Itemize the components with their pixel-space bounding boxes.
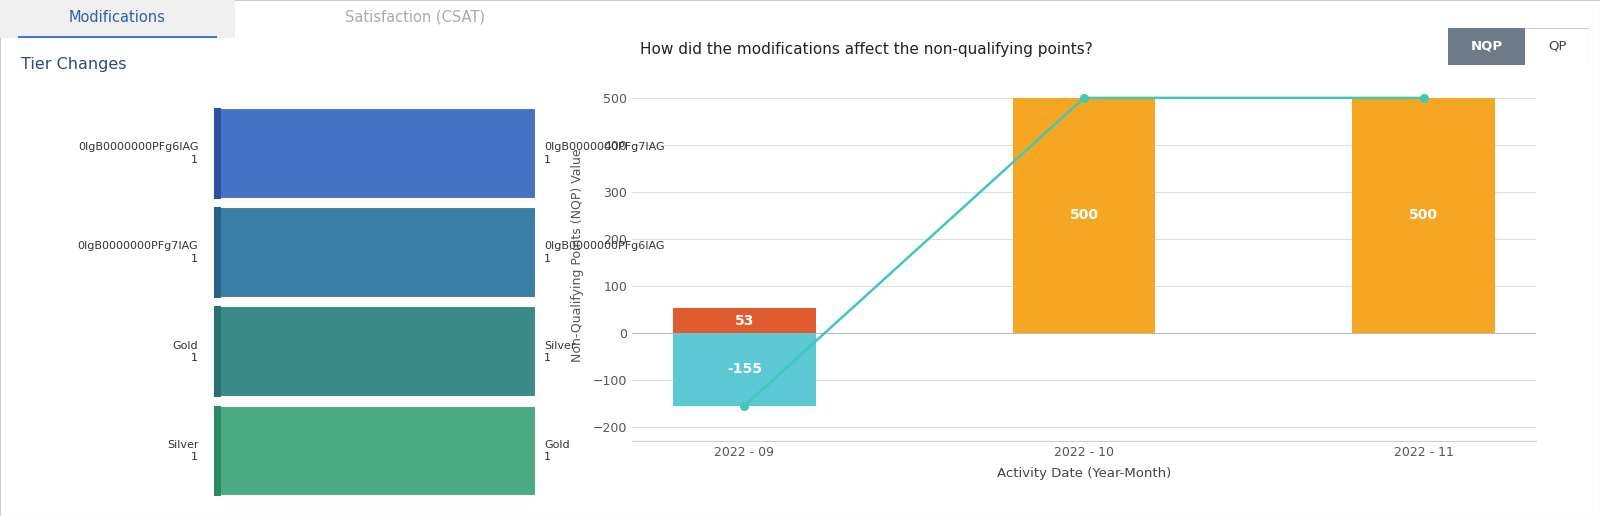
Text: Tier Changes: Tier Changes [21, 57, 126, 72]
Text: 0IgB0000000PFg7IAG
1: 0IgB0000000PFg7IAG 1 [544, 142, 664, 165]
Bar [674, 333, 816, 406]
Text: Modifications: Modifications [69, 9, 166, 24]
Bar [214, 406, 536, 496]
Bar [1448, 28, 1525, 64]
Text: 500: 500 [1410, 208, 1438, 222]
Overall Trend [734, 403, 754, 409]
Text: Gold
1: Gold 1 [544, 440, 570, 462]
Text: 500: 500 [1069, 208, 1099, 222]
Bar [214, 307, 536, 397]
Text: Silver
1: Silver 1 [544, 341, 576, 363]
Overall Trend [1414, 95, 1434, 101]
Text: QP: QP [1547, 40, 1566, 53]
Text: 0IgB0000000PFg6IAG
1: 0IgB0000000PFg6IAG 1 [78, 142, 198, 165]
Text: NQP: NQP [1470, 40, 1502, 53]
Bar [214, 207, 221, 298]
X-axis label: Activity Date (Year-Month): Activity Date (Year-Month) [997, 467, 1171, 480]
Text: -155: -155 [726, 362, 762, 377]
Bar [1013, 98, 1155, 333]
Overall Trend [1075, 95, 1094, 101]
Line: Overall Trend: Overall Trend [741, 94, 1427, 410]
Bar [214, 406, 221, 496]
Bar [214, 108, 221, 199]
Text: How did the modifications affect the non-qualifying points?: How did the modifications affect the non… [640, 42, 1093, 57]
Bar [214, 307, 221, 397]
Bar [214, 108, 536, 199]
Bar [674, 308, 816, 333]
Bar [214, 207, 536, 298]
Bar [18, 36, 218, 38]
Text: Satisfaction (CSAT): Satisfaction (CSAT) [346, 9, 485, 24]
Text: Gold
1: Gold 1 [173, 341, 198, 363]
Text: Silver
1: Silver 1 [166, 440, 198, 462]
Text: 53: 53 [734, 314, 754, 328]
Bar [1352, 98, 1494, 333]
Text: 0IgB0000000PFg7IAG
1: 0IgB0000000PFg7IAG 1 [78, 241, 198, 264]
Text: 0IgB0000000PFg6IAG
1: 0IgB0000000PFg6IAG 1 [544, 241, 664, 264]
Y-axis label: Non-Qualifying Points (NQP) Value: Non-Qualifying Points (NQP) Value [571, 149, 584, 362]
Bar [0, 0, 235, 38]
